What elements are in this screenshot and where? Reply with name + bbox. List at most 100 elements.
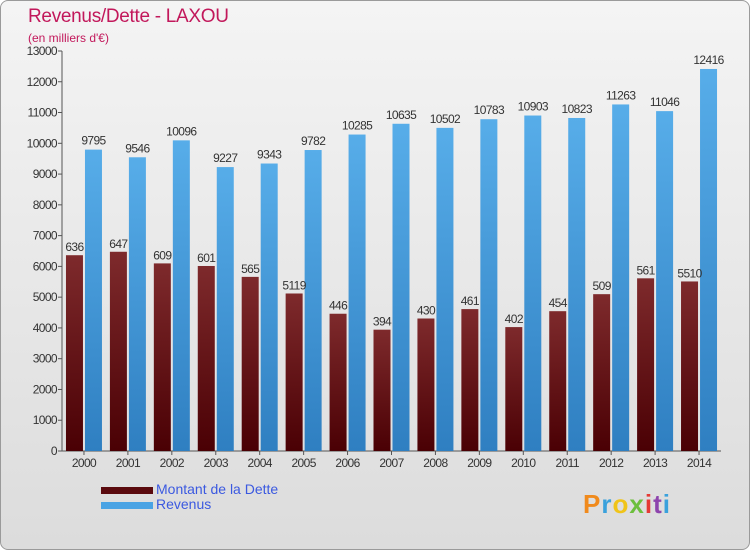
bar-revenus-2013 [656,111,674,451]
x-tick-label: 2012 [599,456,624,470]
chart-title: Revenus/Dette - LAXOU [28,6,229,27]
data-label-revenus-2014: 12416 [693,53,724,67]
logo-letter: P [583,489,602,519]
logo-letter: i [644,489,654,519]
x-tick-label: 2010 [511,456,536,470]
x-tick-label: 2005 [291,456,316,470]
bar-revenus-2003 [216,167,234,452]
data-label-revenus-2009: 10783 [474,103,505,117]
legend-label-dette: Montant de la Dette [156,481,279,497]
x-tick-label: 2007 [379,456,404,470]
data-label-revenus-2003: 9227 [213,151,238,165]
bar-revenus-2006 [348,134,366,452]
y-tick-label: 12000 [27,75,58,89]
data-label-dette-2010: 402 [505,312,524,326]
x-tick-label: 2001 [116,456,141,470]
data-label-dette-2000: 636 [65,240,84,254]
bar-revenus-2002 [172,140,190,451]
x-tick-label: 2002 [160,456,185,470]
data-label-dette-2014: 5510 [677,266,702,280]
bar-revenus-2011 [568,117,586,451]
logo-letter: t [653,489,663,519]
y-tick-label: 7000 [33,229,58,243]
data-label-revenus-2005: 9782 [301,134,326,148]
data-label-revenus-2006: 10285 [342,119,373,133]
bars-group [65,68,718,452]
data-label-revenus-2002: 10096 [166,124,197,138]
x-tick-label: 2011 [556,456,580,470]
y-tick-label: 10000 [27,136,58,150]
axes: 0 1000 2000 3000 4000 5000 6000 7000 8000 9000 100… [27,44,721,470]
data-label-revenus-2012: 11263 [606,88,636,102]
data-labels-group: 636 9795 647 9546 609 10096 601 9227 565 9343 5119… [65,53,725,329]
x-tick-label: 2006 [335,456,360,470]
proxiti-logo: Proxiti [583,489,671,520]
logo-letter: i [662,489,671,519]
x-tick-label: 2004 [248,456,273,470]
data-label-revenus-2008: 10502 [430,112,461,126]
legend-label-revenus: Revenus [156,496,212,512]
y-tick-label: 4000 [33,321,58,335]
y-tick-label: 5000 [33,290,58,304]
data-label-dette-2012: 509 [593,279,612,293]
data-label-dette-2008: 430 [417,304,436,318]
data-label-dette-2011: 454 [549,296,568,310]
data-label-dette-2002: 609 [153,248,172,262]
data-label-dette-2007: 394 [373,315,392,329]
bar-revenus-2009 [480,119,498,451]
y-tick-label: 3000 [33,352,58,366]
data-label-dette-2006: 446 [329,299,348,313]
y-tick-label: 8000 [33,198,58,212]
bar-dette-2013 [637,278,655,451]
data-label-revenus-2007: 10635 [386,108,417,122]
x-tick-label: 2000 [72,456,97,470]
y-tick-label: 1000 [33,413,58,427]
bar-dette-2004 [241,276,259,451]
bar-dette-2011 [549,311,567,451]
bar-revenus-2004 [260,163,278,451]
y-tick-label: 2000 [33,382,58,396]
x-tick-label: 2008 [423,456,448,470]
bar-dette-2014 [681,281,699,451]
bar-revenus-2010 [524,115,542,452]
data-label-dette-2003: 601 [197,251,216,265]
y-tick-label: 6000 [33,259,58,273]
bar-dette-2007 [373,329,391,451]
bar-revenus-2001 [128,157,146,451]
data-label-dette-2005: 5119 [282,278,306,292]
bar-dette-2003 [197,265,215,451]
logo-letter: r [601,489,613,519]
bar-dette-2002 [153,263,171,451]
data-label-revenus-2013: 11046 [650,95,680,109]
bar-revenus-2008 [436,127,454,451]
x-tick-label: 2003 [204,456,229,470]
x-tick-label: 2009 [467,456,492,470]
bar-dette-2012 [593,294,611,451]
bar-revenus-2000 [84,149,102,451]
legend-swatch-revenus [101,502,153,509]
bar-revenus-2005 [304,150,322,451]
bar-dette-2005 [285,293,303,451]
y-tick-label: 11000 [28,106,58,120]
logo-letter: x [629,489,645,519]
data-label-dette-2004: 565 [241,262,260,276]
logo-letter: o [612,489,630,519]
chart-subtitle: (en milliers d'€) [28,31,109,45]
bar-dette-2000 [65,255,83,451]
data-label-revenus-2010: 10903 [518,100,549,114]
y-tick-label: 0 [51,444,58,458]
bar-revenus-2012 [612,104,630,451]
bar-dette-2008 [417,318,435,451]
data-label-revenus-2000: 9795 [81,134,106,148]
data-label-revenus-2004: 9343 [257,148,282,162]
bar-dette-2009 [461,309,479,451]
bar-dette-2010 [505,327,523,451]
data-label-revenus-2001: 9546 [125,141,150,155]
x-tick-label: 2014 [687,456,712,470]
bar-dette-2006 [329,313,347,451]
bar-revenus-2007 [392,123,410,452]
x-tick-label: 2013 [643,456,668,470]
data-label-revenus-2011: 10823 [562,102,593,116]
